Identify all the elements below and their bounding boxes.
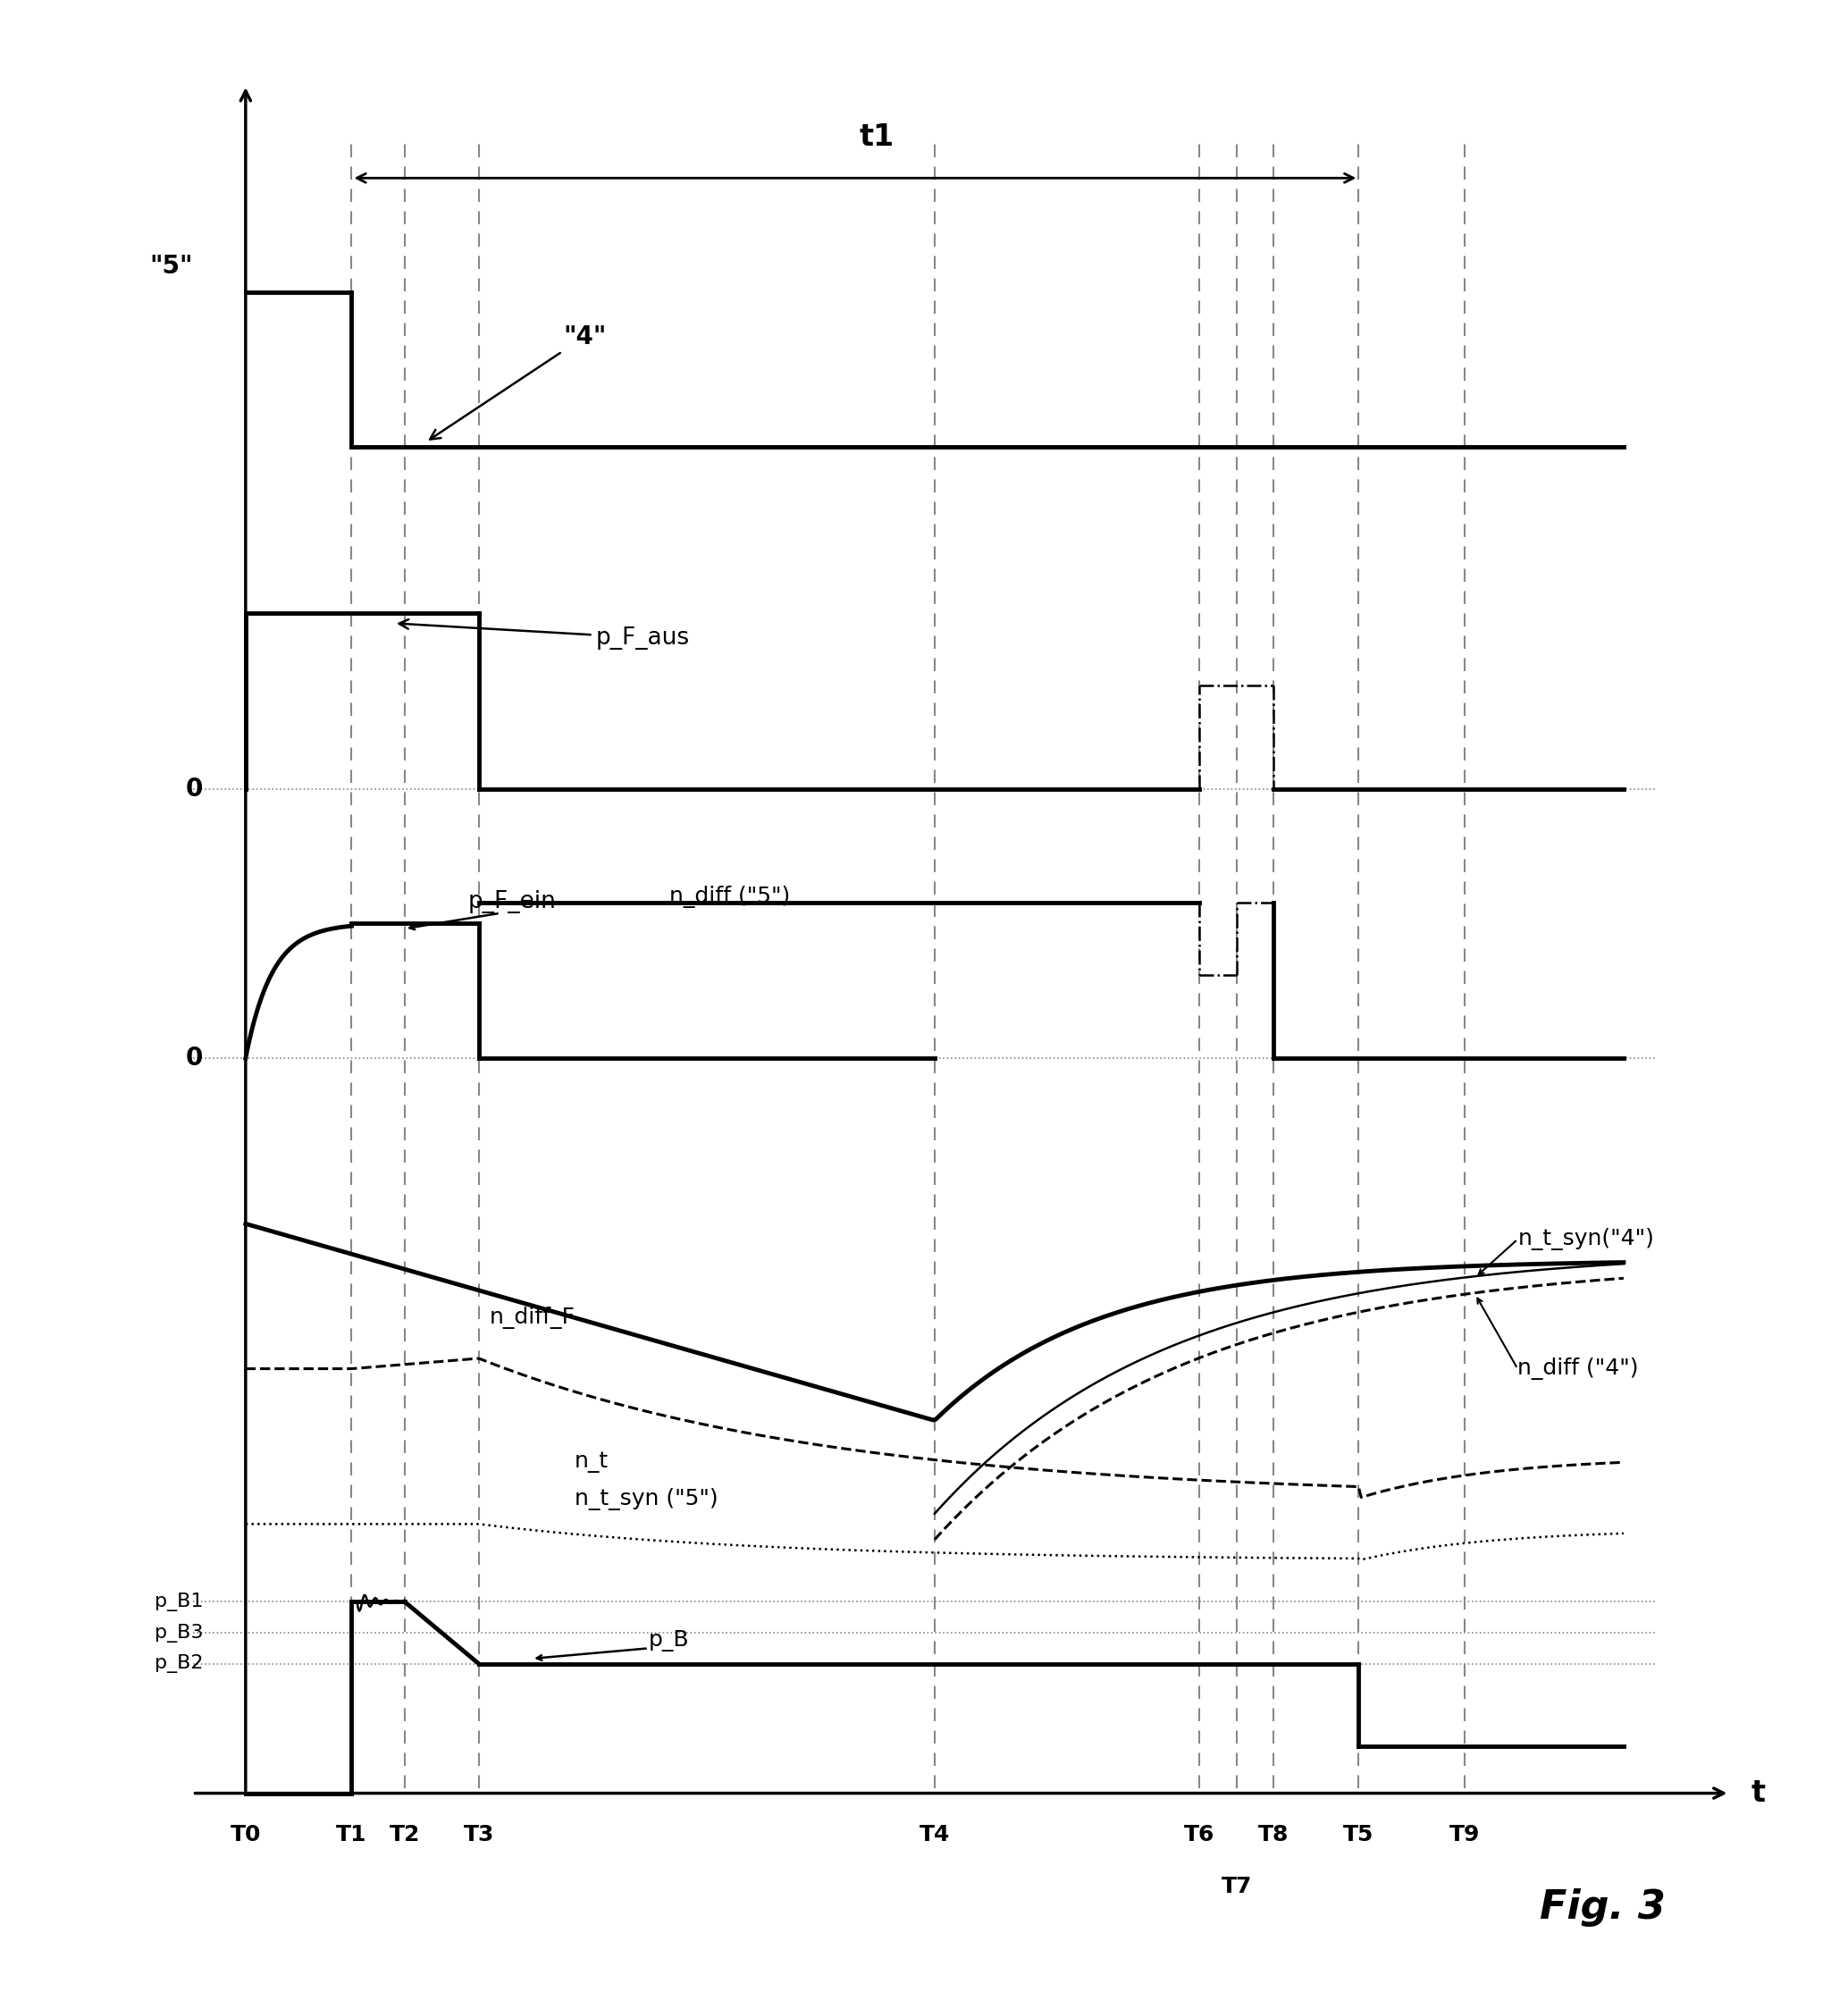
Text: n_t_syn("4"): n_t_syn("4")	[1517, 1229, 1654, 1251]
Text: T2: T2	[390, 1825, 419, 1847]
Text: p_B: p_B	[649, 1629, 689, 1651]
Text: 0: 0	[187, 777, 203, 801]
Text: p_B2: p_B2	[155, 1655, 203, 1673]
Text: T0: T0	[231, 1825, 261, 1847]
Text: p_B1: p_B1	[155, 1592, 203, 1612]
Text: T6: T6	[1185, 1825, 1214, 1847]
Text: t1: t1	[859, 124, 894, 151]
Text: T8: T8	[1258, 1825, 1290, 1847]
Text: T7: T7	[1222, 1876, 1253, 1898]
Text: n_t: n_t	[575, 1452, 608, 1472]
Text: "4": "4"	[431, 325, 606, 440]
Text: T1: T1	[336, 1825, 368, 1847]
Text: n_t_syn ("5"): n_t_syn ("5")	[575, 1488, 717, 1510]
Text: T4: T4	[918, 1825, 950, 1847]
Text: n_diff ("5"): n_diff ("5")	[669, 886, 791, 908]
Text: n_diff_F: n_diff_F	[490, 1307, 575, 1329]
Text: t: t	[1750, 1779, 1765, 1809]
Text: 0: 0	[187, 1046, 203, 1070]
Text: p_F_aus: p_F_aus	[399, 620, 689, 649]
Text: T9: T9	[1449, 1825, 1480, 1847]
Text: p_B3: p_B3	[155, 1623, 203, 1641]
Text: n_diff ("4"): n_diff ("4")	[1517, 1359, 1639, 1380]
Text: Fig. 3: Fig. 3	[1539, 1888, 1665, 1926]
Text: "5": "5"	[150, 253, 192, 279]
Text: T5: T5	[1343, 1825, 1373, 1847]
Text: p_F_ein: p_F_ein	[468, 890, 556, 912]
Text: T3: T3	[464, 1825, 493, 1847]
